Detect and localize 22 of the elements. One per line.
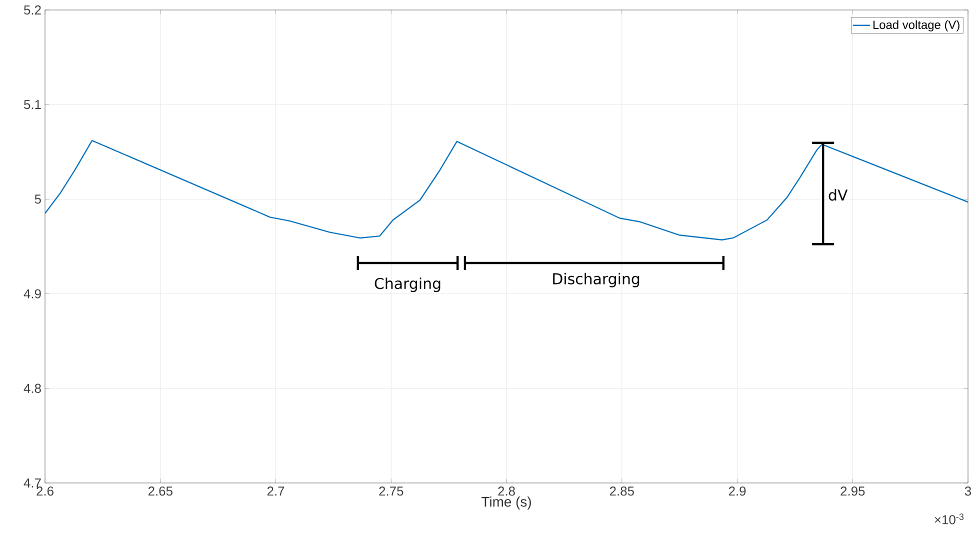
- x-tick-label: 2.75: [379, 486, 404, 496]
- annotation: Discharging: [553, 272, 640, 288]
- x-tick-label: 2.65: [148, 486, 172, 496]
- x-tick-label: 2.9: [728, 486, 746, 496]
- y-tick-label: 5.1: [24, 100, 41, 110]
- x-tick-label: 3: [964, 486, 972, 496]
- x-axis-title: Time (s): [482, 496, 531, 510]
- annotation: Charging: [374, 278, 440, 292]
- x-tick-label: 2.95: [840, 486, 865, 496]
- x-tick-label: 2.7: [267, 486, 284, 496]
- annotation: dV: [828, 189, 848, 201]
- x-tick-label: 2.85: [610, 486, 634, 496]
- y-tick-label: 4.7: [24, 478, 41, 488]
- y-tick-label: 5: [34, 194, 41, 204]
- legend-label: Load voltage (V): [873, 20, 960, 32]
- line-series: [45, 140, 968, 240]
- y-tick-label: 4.8: [24, 384, 41, 393]
- y-tick-label: 4.9: [24, 289, 41, 298]
- y-tick-label: 5.2: [24, 5, 41, 15]
- text: ×10$^{-3}$: [934, 514, 964, 524]
- x-tick-label: 2.8: [498, 486, 515, 496]
- x-tick-label: 2.6: [36, 486, 54, 496]
